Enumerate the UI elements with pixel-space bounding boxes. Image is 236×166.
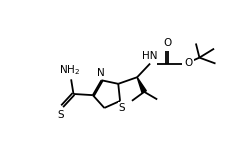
Text: HN: HN (142, 51, 157, 61)
Text: S: S (119, 103, 125, 113)
Text: O: O (184, 58, 193, 68)
Text: S: S (58, 110, 64, 120)
Text: O: O (163, 38, 171, 48)
Text: NH$_2$: NH$_2$ (59, 63, 80, 77)
Text: N: N (97, 68, 105, 78)
Polygon shape (137, 77, 146, 93)
